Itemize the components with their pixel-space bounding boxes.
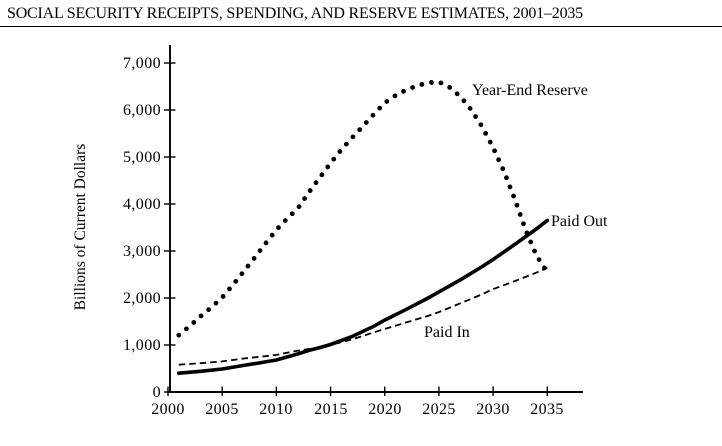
x-tick-label-2000: 2000 [151,401,185,418]
x-tick-label-2025: 2025 [422,401,456,418]
y-tick-label-3000: 3,000 [123,243,161,260]
y-tick-label-5000: 5,000 [123,149,161,166]
y-axis-ticks [164,62,176,393]
y-tick-label-0: 0 [153,384,161,401]
y-axis-title: Billions of Current Dollars [72,144,89,311]
series-year-end-reserve-line [176,79,550,338]
y-tick-label-2000: 2,000 [123,290,161,307]
y-tick-label-6000: 6,000 [123,102,161,119]
x-tick-label-2030: 2030 [476,401,510,418]
x-tick-labels: 2000 2005 2010 2015 2020 2025 2030 2035 [151,401,564,418]
x-tick-label-2035: 2035 [530,401,564,418]
x-tick-label-2020: 2020 [368,401,402,418]
x-axis-ticks [167,386,548,396]
year-end-reserve-label: Year-End Reserve [472,82,588,99]
chart-title: SOCIAL SECURITY RECEIPTS, SPENDING, AND … [7,5,583,22]
x-tick-label-2005: 2005 [205,401,239,418]
series-paid-out-line [177,218,550,376]
y-tick-label-4000: 4,000 [123,196,161,213]
paid-in-label: Paid In [424,324,470,341]
x-tick-label-2010: 2010 [259,401,293,418]
y-tick-label-7000: 7,000 [123,55,161,72]
y-tick-labels: 7,000 6,000 5,000 4,000 3,000 2,000 1,00… [123,55,161,401]
y-tick-label-1000: 1,000 [123,337,161,354]
series-paid-in-line [178,267,548,366]
x-tick-label-2015: 2015 [314,401,348,418]
paid-out-label: Paid Out [551,213,608,230]
